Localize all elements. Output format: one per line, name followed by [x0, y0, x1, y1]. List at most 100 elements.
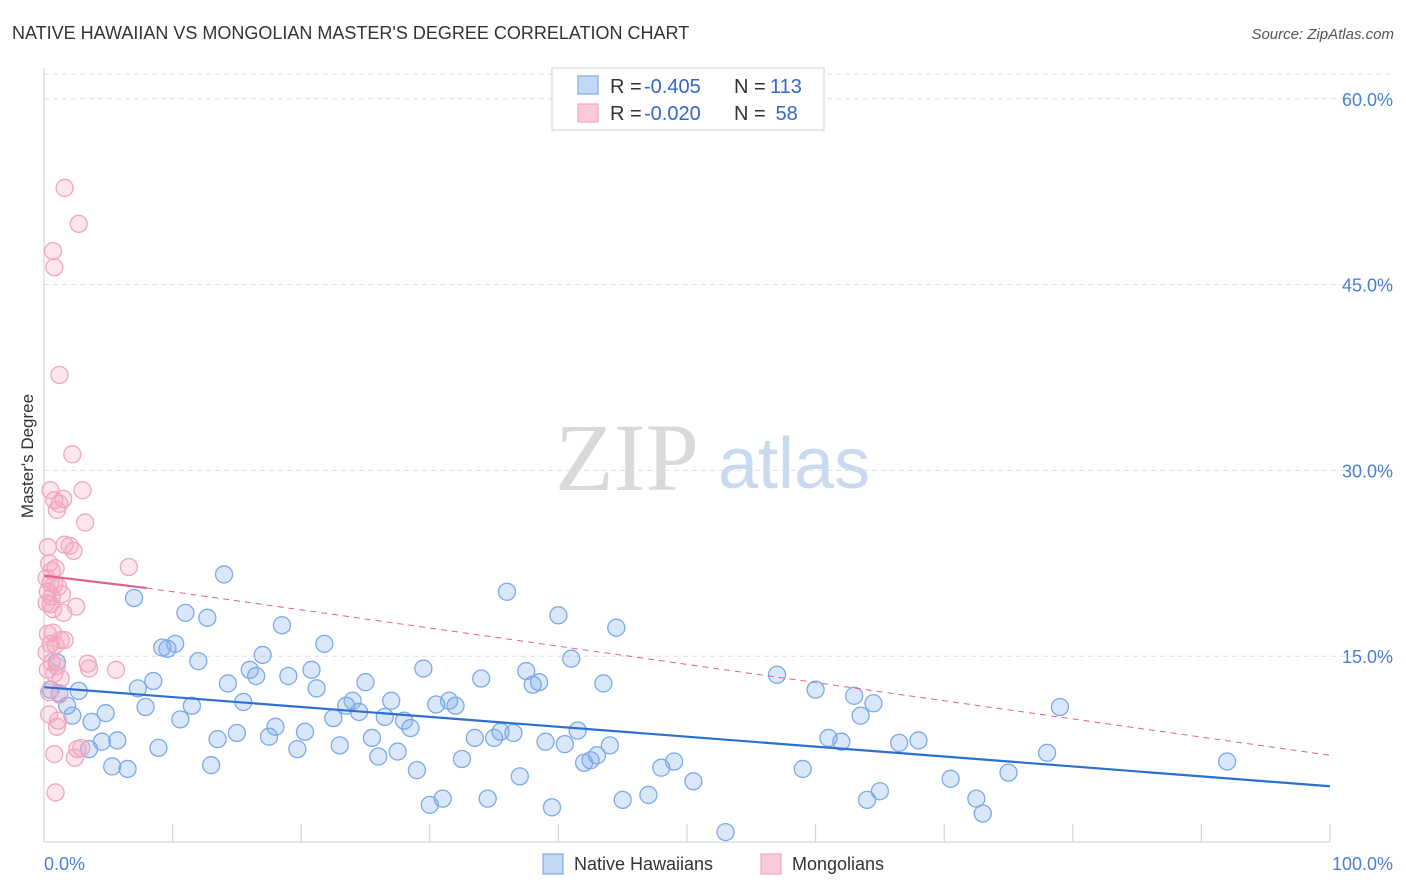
- native-hawaiian-point-98: [845, 686, 864, 705]
- trend-lines: [43, 574, 1331, 788]
- native-hawaiian-point-80: [568, 721, 587, 740]
- bottom-legend-swatch-mongolians: [760, 853, 782, 875]
- native-hawaiian-point-100: [857, 790, 877, 810]
- native-hawaiian-point-92: [716, 822, 735, 842]
- chart-title: NATIVE HAWAIIAN VS MONGOLIAN MASTER'S DE…: [12, 23, 689, 43]
- mongolian-point-35: [55, 630, 74, 650]
- gridlines: [44, 73, 1394, 657]
- mongolian-point-0: [55, 178, 74, 198]
- chart-source: Source: ZipAtlas.com: [1251, 26, 1394, 43]
- native-hawaiian-point-112: [497, 582, 517, 601]
- native-hawaiian-point-111: [1217, 752, 1237, 771]
- mongolian-point-54: [51, 669, 70, 688]
- native-hawaiian-point-71: [510, 767, 529, 786]
- native-hawaiian-point-23: [182, 696, 202, 715]
- native-hawaiian-point-9: [96, 704, 115, 723]
- mongolian-point-29: [41, 595, 60, 614]
- native-hawaiian-point-45: [330, 736, 349, 755]
- native-hawaiian-point-8: [92, 732, 112, 751]
- legend-r-value-1: -0.405: [644, 76, 701, 98]
- native-hawaiian-point-42: [307, 679, 326, 698]
- native-hawaiian-point-107: [973, 804, 992, 823]
- mongolian-point-51: [46, 783, 65, 802]
- y-tick-labels: 15.0% 30.0% 45.0% 60.0%: [1342, 90, 1393, 667]
- native-hawaiian-point-103: [890, 733, 909, 753]
- x-tick-labels: 0.0% 100.0%: [44, 854, 1393, 874]
- native-hawaiian-point-15: [136, 697, 155, 717]
- native-hawaiian-trend-line: [43, 686, 1331, 788]
- mongolian-point-50: [65, 748, 85, 767]
- native-hawaiian-point-41: [302, 660, 321, 679]
- native-hawaiian-point-43: [315, 634, 334, 653]
- watermark-zip: ZIP: [555, 404, 699, 511]
- bottom-legend-label-mongolians: Mongolians: [792, 854, 884, 874]
- native-hawaiian-point-34: [253, 645, 272, 665]
- legend-swatch-mongolians: [577, 103, 599, 123]
- native-hawaiian-point-87: [613, 790, 632, 810]
- native-hawaiian-point-50: [362, 728, 382, 748]
- mongolian-point-52: [39, 705, 59, 724]
- native-hawaiian-point-66: [472, 669, 491, 688]
- native-hawaiian-point-29: [218, 674, 238, 693]
- native-hawaiian-point-94: [793, 759, 812, 779]
- native-hawaiian-point-110: [1050, 697, 1070, 717]
- legend-n-value-2: 58: [770, 103, 798, 125]
- native-hawaiian-point-4: [63, 706, 82, 725]
- native-hawaiian-point-44: [324, 708, 343, 728]
- native-hawaiian-point-99: [851, 706, 870, 725]
- native-hawaiian-point-30: [227, 723, 247, 743]
- native-hawaiian-point-7: [82, 712, 101, 731]
- mongolian-point-27: [52, 585, 72, 604]
- native-hawaiian-point-95: [806, 680, 825, 699]
- native-hawaiian-point-55: [394, 711, 414, 730]
- series-legend: Native Hawaiians Mongolians: [542, 853, 884, 875]
- native-hawaiian-point-83: [587, 746, 607, 765]
- native-hawaiian-point-74: [529, 673, 549, 692]
- native-hawaiian-point-93: [767, 665, 787, 684]
- native-hawaiian-point-65: [465, 728, 484, 748]
- native-hawaiian-point-85: [600, 736, 619, 755]
- native-hawaiian-point-57: [407, 761, 427, 780]
- bottom-legend-swatch-native-hawaiians: [542, 853, 564, 875]
- y-tick-label-1: 30.0%: [1342, 461, 1393, 481]
- mongolian-point-5: [63, 445, 82, 464]
- native-hawaiian-point-17: [149, 738, 168, 758]
- native-hawaiian-point-20: [166, 634, 185, 653]
- native-hawaiian-point-77: [549, 606, 568, 625]
- native-hawaiian-point-88: [639, 785, 658, 805]
- mongolian-point-44: [106, 660, 126, 679]
- legend-n-value-1: 113: [770, 76, 802, 98]
- native-hawaiian-point-64: [452, 749, 472, 769]
- data-points: [37, 178, 1237, 842]
- native-hawaiian-point-91: [684, 772, 703, 791]
- native-hawaiian-point-10: [103, 757, 122, 776]
- y-tick-label-2: 45.0%: [1342, 276, 1393, 296]
- native-hawaiian-point-54: [388, 742, 407, 761]
- x-tick-label-end: 100.0%: [1332, 854, 1393, 874]
- mongolian-point-57: [48, 711, 68, 730]
- bottom-legend-label-native-hawaiians: Native Hawaiians: [574, 854, 713, 874]
- mongolian-point-3: [45, 258, 64, 277]
- mongolian-trend-line: [43, 574, 148, 590]
- mongolian-point-34: [51, 630, 70, 650]
- native-hawaiian-point-101: [864, 694, 883, 713]
- native-hawaiian-point-47: [343, 691, 362, 710]
- mongolian-point-20: [119, 557, 139, 577]
- native-hawaiian-point-28: [214, 565, 234, 584]
- native-hawaiian-point-40: [295, 722, 315, 741]
- native-hawaiian-point-102: [870, 782, 890, 801]
- native-hawaiian-point-12: [118, 759, 137, 779]
- native-hawaiian-point-67: [478, 789, 497, 808]
- native-hawaiian-point-86: [607, 618, 626, 637]
- mongolian-point-2: [43, 241, 63, 261]
- native-hawaiian-point-22: [176, 603, 195, 622]
- native-hawaiian-point-36: [266, 717, 285, 736]
- y-tick-label-0: 15.0%: [1342, 647, 1393, 667]
- native-hawaiian-point-27: [208, 730, 227, 749]
- native-hawaiian-point-84: [594, 674, 613, 693]
- legend-n-label-2: N =: [734, 103, 766, 125]
- native-hawaiian-point-97: [832, 732, 851, 751]
- native-hawaiian-point-76: [542, 798, 562, 817]
- native-hawaiian-point-104: [909, 731, 928, 750]
